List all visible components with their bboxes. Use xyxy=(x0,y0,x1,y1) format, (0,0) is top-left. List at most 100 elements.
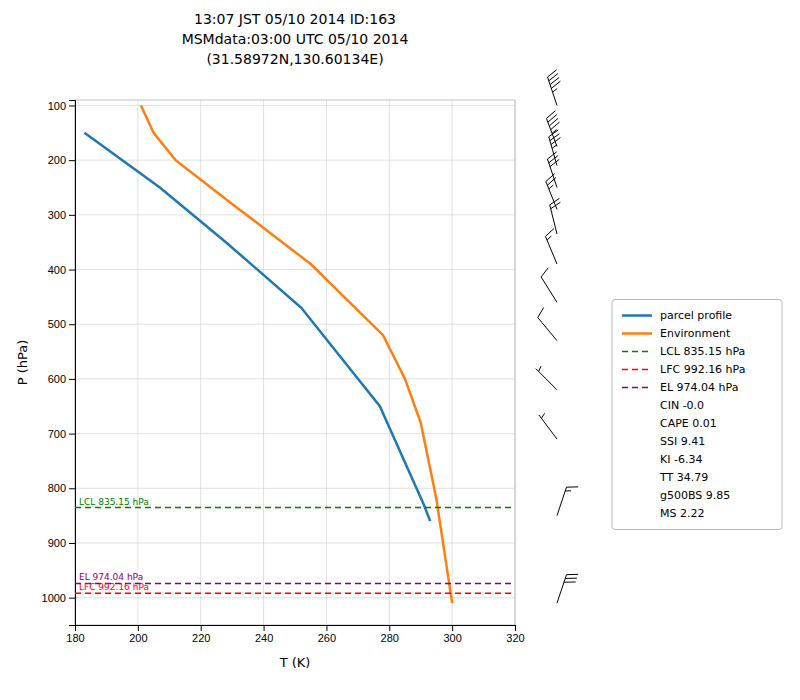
tick-mark xyxy=(515,625,516,631)
wind-barb xyxy=(557,487,578,516)
tick-mark xyxy=(264,625,265,631)
tick-mark xyxy=(138,625,139,631)
tick: 900 xyxy=(48,537,75,549)
wind-barb xyxy=(557,574,578,603)
legend-item: LFC 992.16 hPa xyxy=(622,363,745,376)
legend-item: LCL 835.15 hPa xyxy=(622,345,745,358)
grid-line xyxy=(452,100,453,625)
tick-mark xyxy=(69,434,75,435)
x-axis: 180200220240260280300320 xyxy=(66,625,524,644)
tick: 800 xyxy=(48,482,75,494)
tick-mark xyxy=(69,598,75,599)
tick-label: 200 xyxy=(48,154,66,166)
grid-line xyxy=(75,597,515,598)
wind-barb-shaft xyxy=(538,307,557,340)
legend-item: Environment xyxy=(622,327,731,340)
legend-item: KI -6.34 xyxy=(660,453,702,466)
wind-barb-shaft xyxy=(536,366,557,390)
legend: parcel profile Environment LCL 835.15 hPa L… xyxy=(612,300,782,530)
wind-barb xyxy=(539,413,557,439)
plot-area xyxy=(75,105,515,603)
grid-line xyxy=(389,100,390,625)
tick-label: 240 xyxy=(255,632,273,644)
legend-item: parcel profile xyxy=(622,309,732,322)
legend-item: EL 974.04 hPa xyxy=(622,381,738,394)
series-line xyxy=(141,105,452,603)
grid-line xyxy=(75,378,515,379)
wind-barb-shaft xyxy=(548,70,561,106)
reference-line xyxy=(75,507,515,509)
wind-barb-shaft xyxy=(557,487,578,516)
reference-line xyxy=(75,593,515,595)
tick-label: 100 xyxy=(48,99,66,111)
legend-swatch xyxy=(622,387,652,389)
tick: 300 xyxy=(48,209,75,221)
tick: 260 xyxy=(318,625,336,644)
tick: 100 xyxy=(48,99,75,111)
legend-item: TT 34.79 xyxy=(659,471,708,484)
grid-line xyxy=(75,542,515,543)
y-axis-title: P (hPa) xyxy=(15,340,30,386)
legend-label: TT 34.79 xyxy=(659,471,708,484)
tick: 500 xyxy=(48,318,75,330)
tick-label: 600 xyxy=(48,373,66,385)
legend-label: g500BS 9.85 xyxy=(660,489,730,502)
tick-label: 500 xyxy=(48,318,66,330)
grid-line xyxy=(137,100,138,625)
chart: 13:07 JST 05/10 2014 ID:163MSMdata:03:00… xyxy=(0,0,800,700)
y-axis: 1002003004005006007008009001000 xyxy=(42,99,76,625)
legend-swatch xyxy=(622,314,652,317)
grid-line xyxy=(326,100,327,625)
wind-barb-shaft xyxy=(548,152,560,188)
tick: 600 xyxy=(48,373,75,385)
tick-label: 300 xyxy=(443,632,461,644)
tick-label: 260 xyxy=(318,632,336,644)
tick-mark xyxy=(389,625,390,631)
tick-label: 220 xyxy=(192,632,210,644)
tick-label: 180 xyxy=(66,632,84,644)
wind-barb xyxy=(541,268,557,303)
tick: 220 xyxy=(192,625,210,644)
title: (31.58972N,130.60134E) xyxy=(206,51,383,67)
tick: 300 xyxy=(443,625,461,644)
wind-barb-shaft xyxy=(541,268,557,303)
legend-label: SSI 9.41 xyxy=(660,435,705,448)
reference-label: LCL 835.15 hPa xyxy=(79,497,149,507)
tick-mark xyxy=(69,105,75,106)
tick: 700 xyxy=(48,428,75,440)
legend-label: MS 2.22 xyxy=(660,507,704,520)
tick-label: 900 xyxy=(48,537,66,549)
wind-barb xyxy=(546,111,559,147)
wind-barb-shaft xyxy=(546,111,559,147)
grid-line xyxy=(263,100,264,625)
wind-barb-shaft xyxy=(550,198,561,234)
wind-barb xyxy=(536,366,557,390)
legend-label: LCL 835.15 hPa xyxy=(660,345,745,358)
tick-mark xyxy=(69,488,75,489)
tick-mark xyxy=(69,543,75,544)
wind-barb xyxy=(545,228,557,264)
tick-label: 1000 xyxy=(42,592,66,604)
legend-label: parcel profile xyxy=(660,309,732,322)
grid-line xyxy=(75,488,515,489)
wind-barb-shaft xyxy=(557,574,578,603)
title: 13:07 JST 05/10 2014 ID:163 xyxy=(194,11,396,27)
wind-barb xyxy=(548,70,561,106)
legend-label: LFC 992.16 hPa xyxy=(660,363,745,376)
grid-line xyxy=(75,433,515,434)
tick-mark xyxy=(326,625,327,631)
tick: 180 xyxy=(66,625,84,644)
legend-item: g500BS 9.85 xyxy=(660,489,730,502)
tick-mark xyxy=(452,625,453,631)
tick-label: 800 xyxy=(48,482,66,494)
plot-frame xyxy=(75,100,515,625)
tick: 200 xyxy=(48,154,75,166)
legend-item: CAPE 0.01 xyxy=(660,417,717,430)
legend-label: CIN -0.0 xyxy=(660,399,704,412)
tick-label: 200 xyxy=(129,632,147,644)
annotations: LCL 835.15 hPaLFC 992.16 hPaEL 974.04 hP… xyxy=(79,497,149,593)
grid-line xyxy=(75,160,515,161)
wind-barb-shaft xyxy=(539,413,557,439)
series-line xyxy=(84,133,430,521)
wind-barb xyxy=(550,198,561,234)
